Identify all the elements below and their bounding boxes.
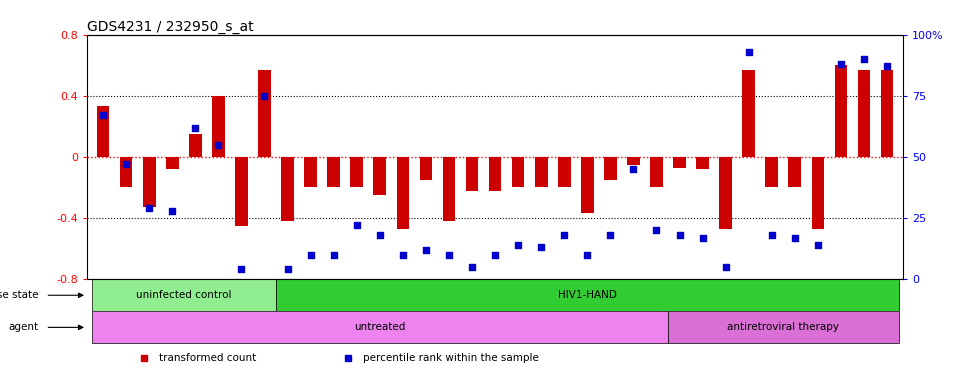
Point xyxy=(280,266,296,273)
Bar xyxy=(120,157,132,187)
Bar xyxy=(466,157,478,190)
Point xyxy=(303,252,319,258)
Bar xyxy=(143,157,156,207)
Point xyxy=(257,93,272,99)
Bar xyxy=(304,157,317,187)
Bar xyxy=(627,157,639,164)
Point xyxy=(96,112,111,118)
Bar xyxy=(166,157,179,169)
Bar xyxy=(535,157,548,187)
Bar xyxy=(281,157,294,221)
Bar xyxy=(581,157,594,214)
Point xyxy=(372,232,387,238)
Point xyxy=(465,264,480,270)
Point xyxy=(211,142,226,148)
Text: percentile rank within the sample: percentile rank within the sample xyxy=(363,353,539,363)
Point xyxy=(418,247,434,253)
Point xyxy=(741,49,756,55)
Bar xyxy=(650,157,663,187)
Bar xyxy=(97,106,109,157)
Text: disease state: disease state xyxy=(0,290,39,300)
Point xyxy=(649,227,665,233)
Bar xyxy=(743,70,755,157)
Bar xyxy=(696,157,709,169)
Point xyxy=(580,252,595,258)
Point xyxy=(879,63,895,70)
Bar xyxy=(92,279,276,311)
Bar xyxy=(92,311,668,343)
Bar xyxy=(419,157,432,180)
Point xyxy=(441,252,457,258)
Text: antiretroviral therapy: antiretroviral therapy xyxy=(727,323,839,333)
Text: GDS4231 / 232950_s_at: GDS4231 / 232950_s_at xyxy=(87,20,253,33)
Bar xyxy=(235,157,247,226)
Bar xyxy=(668,311,898,343)
Point xyxy=(556,232,572,238)
Point xyxy=(671,232,687,238)
Text: untreated: untreated xyxy=(355,323,406,333)
Bar xyxy=(212,96,225,157)
Bar xyxy=(374,157,386,195)
Point xyxy=(787,235,803,241)
Point xyxy=(856,56,871,62)
Point xyxy=(349,222,364,228)
Bar xyxy=(258,70,270,157)
Text: uninfected control: uninfected control xyxy=(136,290,232,300)
Bar xyxy=(835,65,847,157)
Text: HIV1-HAND: HIV1-HAND xyxy=(558,290,616,300)
Point xyxy=(603,232,618,238)
Point xyxy=(834,61,849,67)
Point xyxy=(141,205,156,211)
Point xyxy=(326,252,341,258)
Text: transformed count: transformed count xyxy=(158,353,256,363)
Point xyxy=(164,208,180,214)
Bar xyxy=(788,157,801,187)
Bar xyxy=(351,157,363,187)
Point xyxy=(510,242,526,248)
Bar xyxy=(276,279,898,311)
Bar xyxy=(858,70,870,157)
Point xyxy=(764,232,780,238)
Bar xyxy=(442,157,455,221)
Bar xyxy=(881,70,894,157)
Bar xyxy=(558,157,571,187)
Point xyxy=(626,166,641,172)
Point xyxy=(487,252,502,258)
Bar xyxy=(396,157,410,229)
Point xyxy=(187,124,203,131)
Point xyxy=(533,244,549,250)
Bar xyxy=(811,157,824,229)
Bar xyxy=(327,157,340,187)
Bar xyxy=(189,134,202,157)
Bar xyxy=(512,157,525,187)
Point xyxy=(718,264,733,270)
Point xyxy=(119,161,134,167)
Point xyxy=(395,252,411,258)
Bar xyxy=(604,157,616,180)
Point xyxy=(810,242,826,248)
Bar xyxy=(489,157,501,190)
Text: agent: agent xyxy=(9,323,39,333)
Bar xyxy=(673,157,686,167)
Bar xyxy=(765,157,779,187)
Point xyxy=(234,266,249,273)
Bar xyxy=(720,157,732,229)
Point xyxy=(695,235,710,241)
